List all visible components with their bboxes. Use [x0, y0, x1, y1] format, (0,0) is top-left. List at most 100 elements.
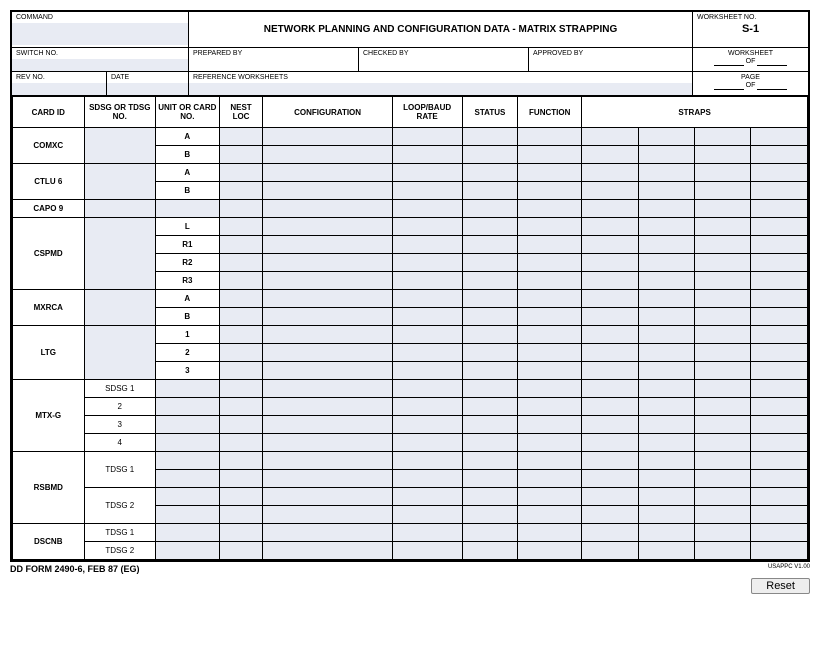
- data-cell[interactable]: [638, 200, 694, 218]
- data-cell[interactable]: [462, 182, 518, 200]
- data-cell[interactable]: [751, 434, 808, 452]
- data-cell[interactable]: [392, 542, 462, 560]
- data-cell[interactable]: [751, 542, 808, 560]
- data-cell[interactable]: [263, 128, 392, 146]
- data-cell[interactable]: [219, 434, 263, 452]
- data-cell[interactable]: [582, 272, 638, 290]
- data-cell[interactable]: [462, 416, 518, 434]
- data-cell[interactable]: [638, 488, 694, 506]
- data-cell[interactable]: [638, 236, 694, 254]
- data-cell[interactable]: [518, 326, 582, 344]
- data-cell[interactable]: [582, 128, 638, 146]
- data-cell[interactable]: [695, 182, 751, 200]
- data-cell[interactable]: [219, 470, 263, 488]
- data-cell[interactable]: [219, 416, 263, 434]
- unit-cell[interactable]: [156, 380, 220, 398]
- data-cell[interactable]: [695, 218, 751, 236]
- date-input[interactable]: [107, 83, 188, 95]
- data-cell[interactable]: [751, 254, 808, 272]
- sdsg-cell[interactable]: [84, 290, 155, 326]
- data-cell[interactable]: [751, 218, 808, 236]
- data-cell[interactable]: [392, 128, 462, 146]
- data-cell[interactable]: [462, 398, 518, 416]
- data-cell[interactable]: [518, 362, 582, 380]
- data-cell[interactable]: [518, 542, 582, 560]
- data-cell[interactable]: [263, 398, 392, 416]
- unit-cell[interactable]: [156, 398, 220, 416]
- data-cell[interactable]: [462, 470, 518, 488]
- data-cell[interactable]: [462, 164, 518, 182]
- data-cell[interactable]: [751, 452, 808, 470]
- data-cell[interactable]: [695, 344, 751, 362]
- data-cell[interactable]: [751, 470, 808, 488]
- data-cell[interactable]: [263, 488, 392, 506]
- data-cell[interactable]: [462, 218, 518, 236]
- data-cell[interactable]: [751, 182, 808, 200]
- data-cell[interactable]: [462, 434, 518, 452]
- data-cell[interactable]: [695, 146, 751, 164]
- unit-cell[interactable]: [156, 452, 220, 470]
- data-cell[interactable]: [638, 506, 694, 524]
- data-cell[interactable]: [582, 236, 638, 254]
- data-cell[interactable]: [462, 236, 518, 254]
- data-cell[interactable]: [518, 236, 582, 254]
- data-cell[interactable]: [518, 380, 582, 398]
- data-cell[interactable]: [751, 416, 808, 434]
- data-cell[interactable]: [695, 272, 751, 290]
- data-cell[interactable]: [392, 182, 462, 200]
- data-cell[interactable]: [263, 290, 392, 308]
- data-cell[interactable]: [219, 272, 263, 290]
- data-cell[interactable]: [751, 236, 808, 254]
- data-cell[interactable]: [638, 290, 694, 308]
- data-cell[interactable]: [638, 326, 694, 344]
- data-cell[interactable]: [638, 218, 694, 236]
- data-cell[interactable]: [392, 470, 462, 488]
- data-cell[interactable]: [751, 128, 808, 146]
- data-cell[interactable]: [751, 164, 808, 182]
- data-cell[interactable]: [263, 308, 392, 326]
- command-input[interactable]: [12, 23, 188, 45]
- data-cell[interactable]: [518, 164, 582, 182]
- data-cell[interactable]: [695, 326, 751, 344]
- data-cell[interactable]: [392, 164, 462, 182]
- unit-cell[interactable]: [156, 434, 220, 452]
- sdsg-cell[interactable]: [84, 326, 155, 380]
- data-cell[interactable]: [638, 542, 694, 560]
- data-cell[interactable]: [392, 434, 462, 452]
- data-cell[interactable]: [518, 416, 582, 434]
- data-cell[interactable]: [462, 272, 518, 290]
- data-cell[interactable]: [392, 488, 462, 506]
- data-cell[interactable]: [582, 290, 638, 308]
- data-cell[interactable]: [582, 452, 638, 470]
- data-cell[interactable]: [638, 128, 694, 146]
- data-cell[interactable]: [392, 326, 462, 344]
- data-cell[interactable]: [219, 308, 263, 326]
- data-cell[interactable]: [751, 506, 808, 524]
- data-cell[interactable]: [462, 128, 518, 146]
- data-cell[interactable]: [638, 470, 694, 488]
- data-cell[interactable]: [518, 470, 582, 488]
- data-cell[interactable]: [219, 506, 263, 524]
- data-cell[interactable]: [695, 542, 751, 560]
- data-cell[interactable]: [462, 542, 518, 560]
- reference-input[interactable]: [189, 83, 692, 95]
- data-cell[interactable]: [582, 416, 638, 434]
- data-cell[interactable]: [462, 290, 518, 308]
- data-cell[interactable]: [582, 398, 638, 416]
- data-cell[interactable]: [462, 362, 518, 380]
- data-cell[interactable]: [638, 182, 694, 200]
- unit-cell[interactable]: [156, 416, 220, 434]
- data-cell[interactable]: [695, 164, 751, 182]
- data-cell[interactable]: [219, 146, 263, 164]
- data-cell[interactable]: [219, 542, 263, 560]
- data-cell[interactable]: [392, 290, 462, 308]
- data-cell[interactable]: [518, 308, 582, 326]
- data-cell[interactable]: [518, 182, 582, 200]
- data-cell[interactable]: [695, 200, 751, 218]
- data-cell[interactable]: [263, 434, 392, 452]
- data-cell[interactable]: [751, 344, 808, 362]
- data-cell[interactable]: [695, 452, 751, 470]
- sdsg-cell[interactable]: [84, 218, 155, 290]
- data-cell[interactable]: [518, 344, 582, 362]
- data-cell[interactable]: [695, 254, 751, 272]
